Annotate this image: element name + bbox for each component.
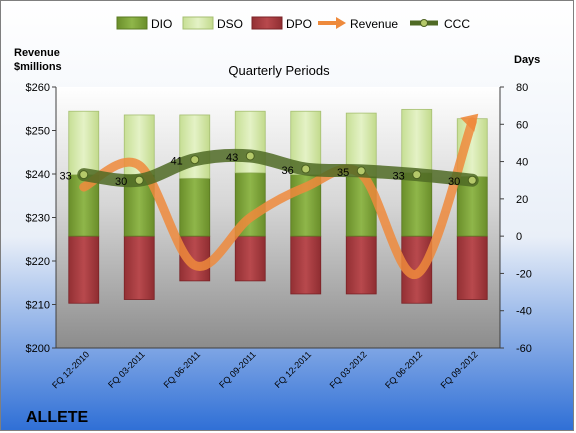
right-tick-label: -60 [516,343,532,355]
right-axis: -60 -40 -20 0 20 40 60 80 [499,82,532,355]
legend-label-ccc: CCC [444,17,470,31]
legend-item-dio: DIO [116,16,172,31]
company-label: ALLETE [26,409,89,426]
legend-label-revenue: Revenue [350,17,398,31]
left-axis-label-line2: $millions [14,61,62,73]
ccc-point [190,155,200,165]
legend: DIO DSO DPO Revenue CCC [116,16,470,31]
bar-dpo [68,235,100,304]
legend-item-revenue: Revenue [318,17,398,31]
right-tick-label: -20 [516,268,532,280]
ccc-point [412,170,422,180]
right-tick-label: 0 [516,231,522,243]
plot-area [56,87,500,348]
bar-dso [68,110,100,176]
ccc-data-label: 43 [226,152,238,164]
ccc-point [467,175,477,185]
ccc-data-label: 35 [337,167,349,179]
ccc-point [245,151,255,161]
bar-dpo [345,235,377,295]
ccc-data-label: 41 [171,156,183,168]
ccc-point [79,170,89,180]
revenue-arrowhead [460,113,479,132]
lines: 33 30 41 43 36 35 33 30 [60,113,479,279]
legend-arrowhead-revenue [336,17,346,29]
bar-dpo [290,235,322,295]
right-tick-label: 80 [516,82,528,94]
right-tick-label: 40 [516,157,528,169]
bar-dio [401,172,433,237]
left-tick-label: $250 [26,126,50,138]
legend-item-dso: DSO [182,16,243,31]
ccc-data-label: 36 [282,165,294,177]
legend-item-dpo: DPO [251,16,312,31]
ccc-point [356,166,366,176]
legend-item-ccc: CCC [410,17,470,31]
right-axis-label: Days [514,54,540,66]
ccc-data-label: 30 [115,176,127,188]
ccc-point [301,164,311,174]
legend-label-dso: DSO [217,17,243,31]
left-tick-label: $200 [26,343,50,355]
bar-dio [179,177,211,237]
left-tick-label: $210 [26,300,50,312]
legend-marker-ccc [420,19,428,27]
legend-label-dio: DIO [151,17,172,31]
bar-dpo [123,235,155,300]
left-tick-label: $220 [26,256,50,268]
left-tick-label: $240 [26,169,50,181]
left-tick-label: $230 [26,213,50,225]
left-axis-label-line1: Revenue [14,47,60,59]
bar-dso [401,108,433,174]
ccc-data-label: 33 [60,171,72,183]
left-tick-label: $260 [26,82,50,94]
bar-dpo [234,235,266,282]
ccc-line [77,148,479,188]
legend-swatch-dio [116,16,148,30]
legend-label-dpo: DPO [286,17,312,31]
right-tick-label: 60 [516,119,528,131]
ccc-data-label: 33 [393,171,405,183]
bar-dpo [456,235,488,300]
chart-title: Quarterly Periods [228,63,330,78]
right-tick-label: 20 [516,194,528,206]
right-tick-label: -40 [516,306,532,318]
bars [68,108,488,304]
ccc-data-label: 30 [448,176,460,188]
legend-swatch-dpo [251,16,283,30]
legend-swatch-dso [182,16,214,30]
left-axis: $200 $210 $220 $230 $240 $250 $260 [26,82,57,355]
ccc-point [134,175,144,185]
